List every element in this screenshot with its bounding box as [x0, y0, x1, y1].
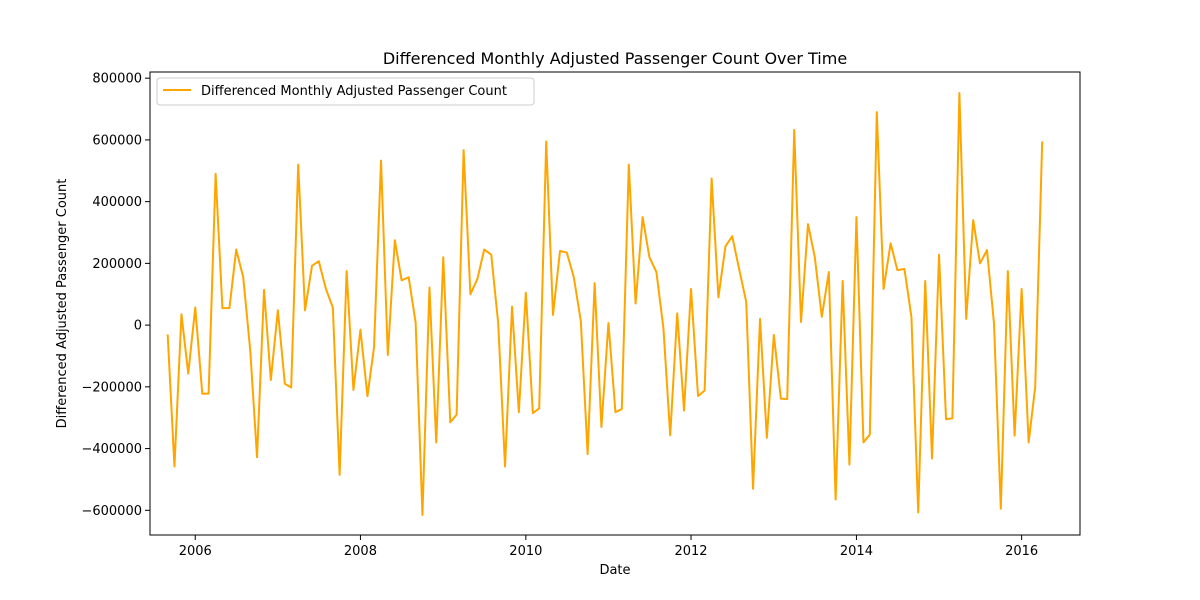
y-tick-label: 800000 — [92, 72, 142, 87]
y-tick-label: 0 — [134, 319, 142, 334]
x-tick-label: 2010 — [509, 544, 542, 559]
y-axis-label: Differenced Adjusted Passenger Count — [55, 179, 70, 429]
y-tick-label: −600000 — [81, 504, 142, 519]
y-tick-label: −400000 — [81, 442, 142, 457]
plot-frame — [149, 71, 1081, 536]
x-tick-label: 2016 — [1005, 544, 1038, 559]
x-tick-label: 2012 — [674, 544, 707, 559]
legend-box — [156, 77, 535, 106]
x-axis-label: Date — [599, 563, 630, 578]
x-tick-label: 2014 — [840, 544, 873, 559]
y-axis-ticks: 800000 600000 400000 200000 0 −200000 −400000 −… — [81, 72, 150, 519]
y-tick-label: 400000 — [92, 195, 142, 210]
x-tick-label: 2006 — [179, 544, 212, 559]
series-layer — [166, 91, 1044, 516]
x-axis-ticks: 2006 2008 2010 2012 2014 2016 — [179, 535, 1038, 559]
legend-label: Differenced Monthly Adjusted Passenger C… — [201, 84, 507, 99]
y-tick-label: −200000 — [81, 380, 142, 395]
y-tick-label: 600000 — [92, 133, 142, 148]
series-line — [166, 91, 1044, 516]
legend: Differenced Monthly Adjusted Passenger C… — [156, 77, 535, 106]
y-tick-label: 200000 — [92, 257, 142, 272]
x-tick-label: 2008 — [344, 544, 377, 559]
chart-title: Differenced Monthly Adjusted Passenger C… — [383, 49, 847, 68]
